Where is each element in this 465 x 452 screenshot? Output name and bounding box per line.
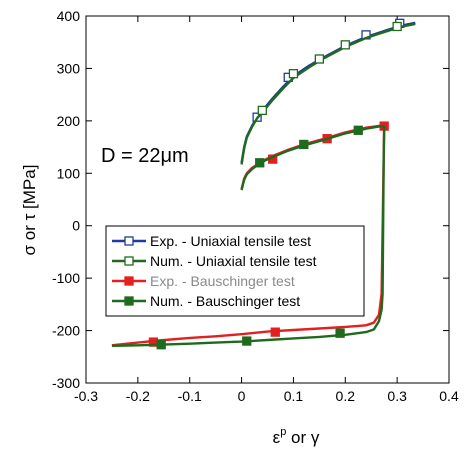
- x-axis-label: εp or γ: [273, 426, 320, 447]
- y-tick-label: 0: [72, 218, 80, 234]
- legend-marker: [124, 236, 134, 246]
- x-tick-label: 0.2: [336, 388, 356, 404]
- legend-entry-4: Num. - Bauschinger test: [112, 293, 300, 309]
- y-axis-label: σ or τ [MPa]: [20, 165, 39, 256]
- legend-box: [105, 225, 365, 317]
- series-line: [240, 22, 416, 165]
- x-tick-label: -0.2: [126, 388, 150, 404]
- data-point: [392, 21, 402, 32]
- data-point: [156, 340, 166, 350]
- y-tick-label: 100: [57, 165, 81, 181]
- y-tick-label: -100: [52, 270, 80, 286]
- data-point: [353, 125, 363, 135]
- x-tick-label: -0.1: [178, 388, 202, 404]
- annotation-diameter: D = 22μm: [101, 145, 189, 167]
- legend-entry-1: Exp. - Uniaxial tensile test: [112, 233, 311, 249]
- data-point: [314, 54, 325, 64]
- legend-marker: [124, 296, 134, 306]
- x-axis-label-rest: or γ: [286, 428, 320, 447]
- legend-label: Exp. - Uniaxial tensile test: [150, 233, 311, 249]
- series-2: [240, 21, 416, 165]
- data-point: [288, 69, 299, 79]
- legend-entry-2: Num. - Uniaxial tensile test: [112, 253, 317, 269]
- x-tick-label: -0.3: [74, 388, 98, 404]
- axes: -0.3 -0.2 -0.1 0 0.1 0.2 0.3 0.4 -300 -200 -100 0 10…: [52, 8, 459, 404]
- y-tick-label: -300: [52, 375, 80, 391]
- x-axis-label-sup: p: [280, 426, 286, 438]
- data-point: [299, 139, 309, 150]
- legend: Exp. - Uniaxial tensile test Num. - Uniax…: [105, 225, 365, 317]
- data-point: [242, 336, 252, 346]
- legend-marker: [124, 256, 134, 266]
- legend-label: Num. - Uniaxial tensile test: [150, 253, 317, 269]
- x-axis-label-base: ε: [273, 428, 281, 447]
- data-point: [270, 327, 280, 337]
- y-tick-label: 400: [57, 8, 81, 24]
- x-tick-label: 0.1: [284, 388, 304, 404]
- data-point: [257, 105, 267, 116]
- legend-label: Exp. - Bauschinger test: [150, 273, 295, 289]
- data-point: [340, 40, 350, 50]
- y-tick-label: -200: [52, 323, 80, 339]
- x-tick-label: 0.3: [387, 388, 407, 404]
- legend-label: Num. - Bauschinger test: [150, 293, 300, 309]
- legend-entry-3: Exp. - Bauschinger test: [112, 273, 295, 289]
- y-tick-label: 200: [57, 113, 81, 129]
- legend-marker: [124, 276, 134, 286]
- series-group: [111, 18, 416, 350]
- series-line: [111, 124, 386, 347]
- data-point: [335, 328, 345, 338]
- plot-frame: [85, 15, 450, 384]
- data-point: [255, 158, 265, 168]
- x-tick-label: 0.4: [439, 388, 459, 404]
- x-tick-label: 0: [238, 388, 246, 404]
- y-tick-label: 300: [57, 60, 81, 76]
- series-4: [111, 124, 386, 350]
